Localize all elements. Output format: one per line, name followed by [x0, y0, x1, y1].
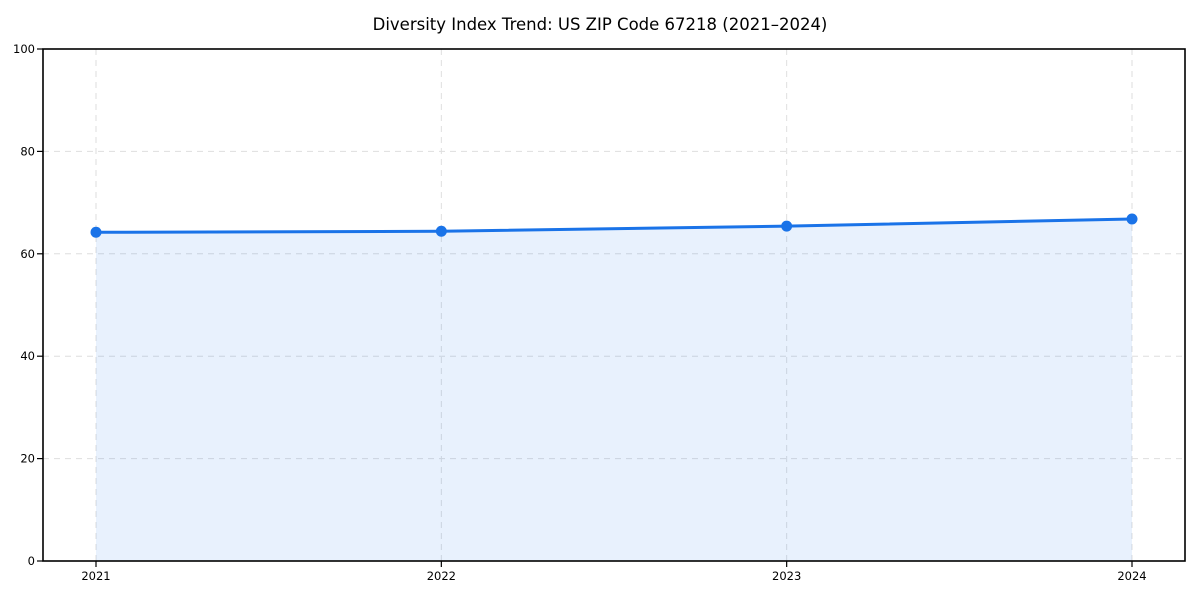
- data-point: [435, 225, 447, 237]
- area-fill: [96, 218, 1132, 561]
- y-tick-label: 0: [28, 554, 35, 568]
- x-tick-label: 2022: [427, 569, 456, 583]
- y-tick-label: 80: [20, 144, 35, 158]
- plot-area: 0 20 40 60 80 100 2021 2022 2023 2024: [13, 42, 1186, 583]
- y-tick-label: 20: [20, 452, 35, 466]
- x-tick-label: 2021: [81, 569, 110, 583]
- trend-line: [94, 217, 1134, 234]
- plot-border: [42, 48, 1186, 562]
- chart-title: Diversity Index Trend: US ZIP Code 67218…: [373, 15, 828, 34]
- x-tick-label: 2023: [772, 569, 801, 583]
- y-tick-label: 40: [20, 349, 35, 363]
- y-tick-label: 60: [20, 247, 35, 261]
- x-tick-label: 2024: [1117, 569, 1146, 583]
- y-tick-label: 100: [13, 42, 35, 56]
- data-point: [1126, 213, 1138, 225]
- data-point: [781, 220, 793, 232]
- data-point: [90, 226, 102, 238]
